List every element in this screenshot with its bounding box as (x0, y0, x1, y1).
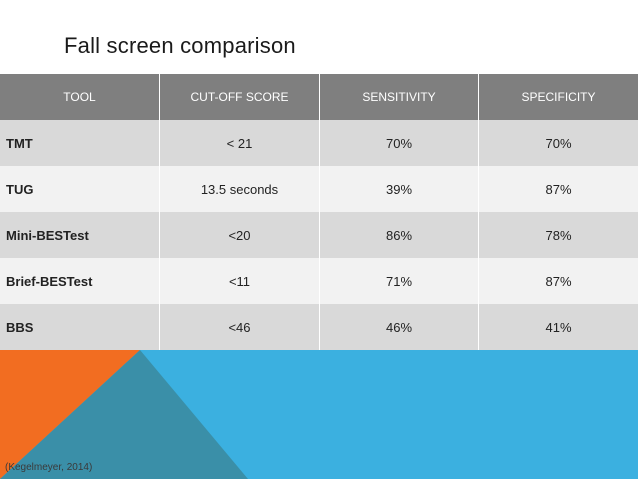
table-row: TUG 13.5 seconds 39% 87% (0, 166, 638, 212)
sensitivity-cell: 39% (320, 166, 479, 212)
table-row: BBS <46 46% 41% (0, 304, 638, 350)
tool-cell: Mini-BESTest (0, 212, 160, 258)
tool-cell: TMT (0, 120, 160, 166)
specificity-cell: 87% (545, 273, 572, 289)
specificity-cell: 78% (545, 227, 572, 243)
header-tool: TOOL (0, 74, 160, 120)
specificity-cell: 87% (545, 181, 572, 197)
citation-text: (Kegelmeyer, 2014) (5, 462, 93, 473)
decorative-footer-shapes (0, 350, 638, 479)
cutoff-cell: < 21 (160, 120, 320, 166)
cutoff-cell: <11 (160, 258, 320, 304)
tool-cell: BBS (0, 304, 160, 350)
comparison-table: TOOL CUT-OFF SCORE SENSITIVITY SPECIFICI… (0, 74, 638, 350)
specificity-cell: 70% (545, 135, 572, 151)
table-header-row: TOOL CUT-OFF SCORE SENSITIVITY SPECIFICI… (0, 74, 638, 120)
sensitivity-cell: 86% (320, 212, 479, 258)
specificity-cell: 41% (545, 319, 572, 335)
table-row: TMT < 21 70% 70% (0, 120, 638, 166)
header-cutoff-score: CUT-OFF SCORE (160, 74, 320, 120)
sensitivity-cell: 71% (320, 258, 479, 304)
cutoff-cell: 13.5 seconds (160, 166, 320, 212)
header-specificity: SPECIFICITY (521, 90, 596, 104)
sensitivity-cell: 46% (320, 304, 479, 350)
teal-triangle (0, 350, 248, 479)
cutoff-cell: <20 (160, 212, 320, 258)
slide-title: Fall screen comparison (64, 33, 296, 58)
cutoff-cell: <46 (160, 304, 320, 350)
table-row: Mini-BESTest <20 86% 78% (0, 212, 638, 258)
sensitivity-cell: 70% (320, 120, 479, 166)
tool-cell: TUG (0, 166, 160, 212)
header-sensitivity: SENSITIVITY (320, 74, 479, 120)
tool-cell: Brief-BESTest (0, 258, 160, 304)
table-row: Brief-BESTest <11 71% 87% (0, 258, 638, 304)
